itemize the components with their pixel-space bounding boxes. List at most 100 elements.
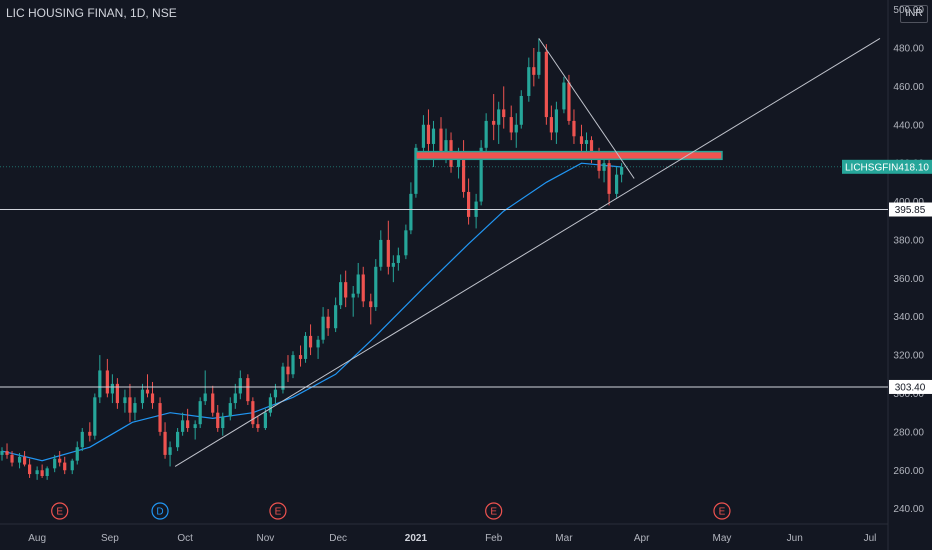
candle[interactable] [256,416,260,432]
candle[interactable] [369,293,373,325]
candle[interactable] [88,422,92,442]
candle[interactable] [344,270,348,308]
candle[interactable] [263,408,267,430]
candle[interactable] [361,266,365,308]
candle[interactable] [431,120,436,167]
candle[interactable] [379,230,383,271]
candle[interactable] [426,109,431,154]
candle[interactable] [181,412,185,436]
candle[interactable] [75,441,79,465]
candle[interactable] [386,220,390,275]
event-marker[interactable]: E [485,502,503,520]
candle[interactable] [80,428,84,452]
candle[interactable] [10,451,14,467]
candle[interactable] [544,44,548,125]
event-marker[interactable]: E [713,502,731,520]
candle[interactable] [193,420,197,440]
candle[interactable] [303,332,308,363]
candle[interactable] [128,383,132,423]
candle[interactable] [514,113,518,148]
candle[interactable] [246,374,250,405]
candle[interactable] [221,412,225,436]
candle[interactable] [466,178,471,225]
candle[interactable] [549,105,553,141]
candle[interactable] [509,105,513,141]
candle[interactable] [133,397,137,421]
candle[interactable] [409,182,413,235]
candle[interactable] [527,57,531,102]
candle[interactable] [35,466,39,480]
candle[interactable] [268,393,273,417]
candle[interactable] [123,389,127,413]
candle[interactable] [286,355,290,382]
candle[interactable] [308,324,313,356]
candle[interactable] [110,374,114,404]
candle[interactable] [615,166,619,198]
candle[interactable] [281,362,285,394]
candle[interactable] [404,224,408,260]
candle[interactable] [572,109,576,144]
candle[interactable] [45,466,49,480]
candle[interactable] [492,94,496,141]
candle[interactable] [216,404,220,432]
candle[interactable] [537,38,541,79]
candle[interactable] [163,422,167,459]
candle[interactable] [115,378,119,409]
candle[interactable] [484,113,488,152]
candle[interactable] [502,86,506,129]
candle[interactable] [150,381,155,409]
candle[interactable] [579,124,584,152]
candle[interactable] [497,101,501,144]
candle[interactable] [17,452,22,469]
candle[interactable] [70,458,74,475]
candle[interactable] [5,443,9,459]
candle[interactable] [40,464,44,478]
candle[interactable] [474,193,478,229]
candle[interactable] [562,76,566,114]
candle[interactable] [145,374,150,398]
candle[interactable] [391,255,395,283]
candle[interactable] [198,397,202,429]
candle[interactable] [339,274,343,310]
last-price-badge[interactable] [842,159,932,174]
candle[interactable] [0,447,4,461]
candle[interactable] [27,458,32,478]
candle[interactable] [620,163,624,183]
candle[interactable] [251,397,255,429]
candle[interactable] [186,408,190,432]
candle[interactable] [238,370,242,400]
event-marker[interactable]: E [51,502,69,520]
candle[interactable] [291,351,295,379]
candle[interactable] [321,307,325,344]
candle[interactable] [176,428,180,452]
candle[interactable] [22,451,27,467]
candle[interactable] [53,454,57,473]
resistance-zone[interactable] [415,150,723,161]
candle[interactable] [326,309,330,336]
candle[interactable] [334,297,338,333]
currency-label[interactable]: INR [900,5,928,23]
candle[interactable] [479,140,483,206]
trendline[interactable] [174,37,881,467]
candle[interactable] [58,451,62,467]
candle[interactable] [105,358,109,398]
candle[interactable] [532,47,536,87]
candle[interactable] [396,247,400,271]
candle[interactable] [140,383,145,409]
candle[interactable] [461,140,466,198]
trendline[interactable] [538,38,635,179]
candle[interactable] [98,355,102,404]
candle[interactable] [233,383,237,409]
candle[interactable] [356,262,360,298]
candle[interactable] [351,285,355,317]
candle[interactable] [203,370,207,405]
candle[interactable] [63,456,67,475]
candle[interactable] [211,385,215,417]
candle[interactable] [316,335,320,359]
event-marker[interactable]: E [269,502,287,520]
candle[interactable] [228,397,232,421]
candle[interactable] [168,441,172,467]
candle[interactable] [93,393,97,440]
candle[interactable] [298,345,303,367]
